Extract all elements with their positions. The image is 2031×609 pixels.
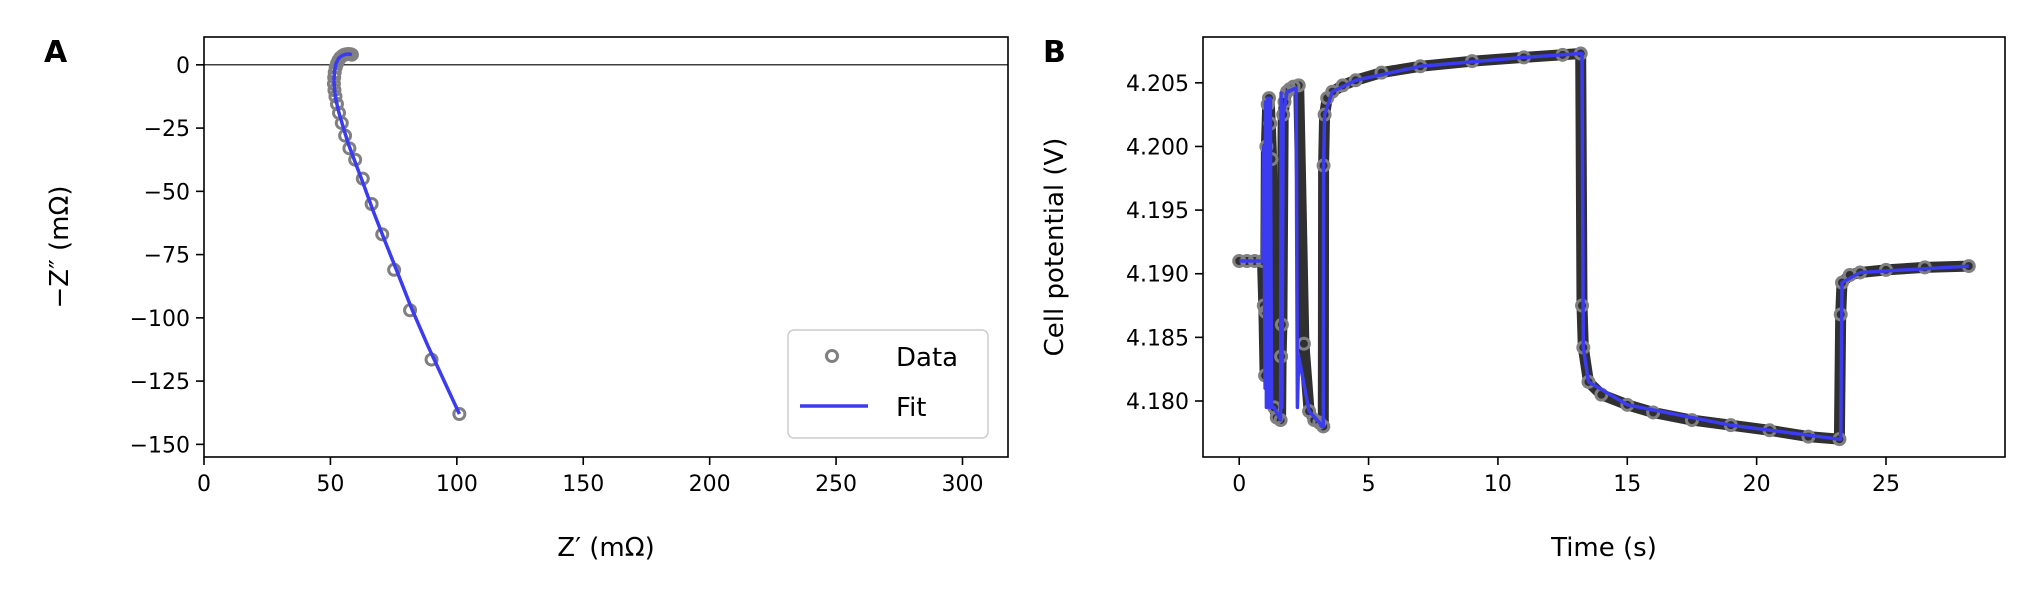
legend-data-marker: [825, 349, 839, 363]
panel-b-y-tick-label: 4.190: [1126, 263, 1189, 288]
panel-a-impedance-plot: A 0 50 100 150 200 250 300 0 −25 −50 −75 −100 −125 −…: [44, 35, 1009, 563]
panel-a-y-tick-label: −125: [130, 370, 190, 395]
panel-b-x-axis: 0 5 10 15 20 25: [1232, 457, 1900, 497]
panel-b-potential-plot: B 0 5 10 15 20 25 4.1804.1854.1904.1954.2004.…: [1040, 35, 2006, 563]
panel-b-label: B: [1043, 35, 1066, 70]
panel-a-x-tick-label: 300: [941, 472, 983, 497]
panel-b-y-axis-label: Cell potential (V): [1040, 138, 1070, 357]
panel-a-y-tick-label: −150: [130, 433, 190, 458]
panel-a-x-tick-label: 150: [562, 472, 604, 497]
panel-a-label: A: [44, 35, 68, 70]
panel-a-fit-line: [332, 52, 461, 415]
panel-a-y-tick-label: −25: [144, 117, 190, 142]
panel-a-x-tick-label: 200: [689, 472, 731, 497]
panel-a-y-tick-label: 0: [176, 54, 190, 79]
panel-a-y-tick-label: −100: [130, 307, 190, 332]
panel-b-data-point: [1291, 78, 1306, 93]
panel-b-x-tick-label: 0: [1232, 472, 1246, 497]
panel-b-x-tick-label: 5: [1362, 472, 1376, 497]
panel-a-data-point: [375, 227, 390, 242]
panel-b-y-axis: 4.180 4.185 4.190 4.195 4.200 4.205: [1126, 72, 1203, 415]
panel-a-legend: Data Fit: [787, 329, 989, 439]
panel-a-y-tick-label: −50: [144, 180, 190, 205]
panel-a-frame: [203, 36, 1009, 458]
panel-b-data-trace: [1233, 48, 1975, 445]
legend-data-label: Data: [896, 343, 958, 373]
panel-a-x-tick-label: 0: [197, 472, 211, 497]
panel-a-y-axis: 0 −25 −50 −75 −100 −125 −150: [130, 54, 204, 458]
panel-b-x-axis-label: Time (s): [1550, 533, 1657, 563]
legend-fit-label: Fit: [896, 393, 926, 423]
panel-b-x-tick-label: 10: [1484, 472, 1512, 497]
panel-a-x-axis-label: Z′ (mΩ): [557, 533, 654, 563]
panel-b-x-tick-label: 15: [1613, 472, 1641, 497]
panel-a-x-axis: 0 50 100 150 200 250 300: [197, 457, 983, 497]
panel-b-y-tick-label: 4.205: [1126, 72, 1189, 97]
panel-b-y-tick-label: 4.180: [1126, 390, 1189, 415]
panel-a-y-tick-label: −75: [144, 244, 190, 269]
panel-a-y-axis-label: −Z″ (mΩ): [45, 185, 75, 308]
panel-b-x-tick-label: 20: [1743, 472, 1771, 497]
panel-a-data-point: [452, 406, 467, 421]
panel-a-x-tick-label: 250: [815, 472, 857, 497]
panel-b-fit-line: [1239, 51, 1969, 441]
panel-b-y-tick-label: 4.185: [1126, 326, 1189, 351]
panel-b-frame: [1202, 36, 2006, 458]
panel-a-x-tick-label: 100: [436, 472, 478, 497]
panel-b-x-tick-label: 25: [1872, 472, 1900, 497]
panel-b-y-tick-label: 4.195: [1126, 199, 1189, 224]
panel-b-y-tick-label: 4.200: [1126, 135, 1189, 160]
panel-a-x-tick-label: 50: [316, 472, 344, 497]
